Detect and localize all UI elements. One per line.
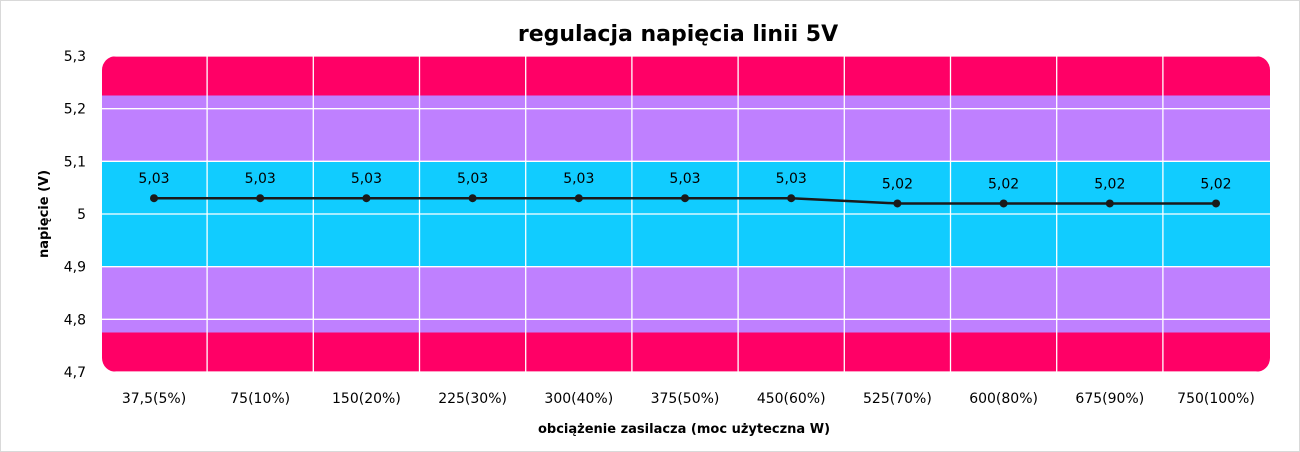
series-group: [150, 194, 1220, 208]
data-label: 5,03: [138, 171, 169, 187]
band-1: [102, 266, 1270, 333]
x-tick-label: 600(80%): [969, 391, 1038, 407]
y-axis-label: napięcie (V): [37, 170, 52, 258]
data-label: 5,02: [988, 176, 1019, 192]
x-axis-label: obciążenie zasilacza (moc użyteczna W): [538, 422, 830, 437]
x-tick-label: 37,5(5%): [122, 391, 186, 407]
y-tick-label: 5: [77, 207, 86, 223]
data-point: [681, 194, 689, 203]
y-tick-label: 4,8: [64, 312, 86, 328]
y-axis: 4,7 4,8 4,9 5 5,1 5,2 5,3: [64, 49, 86, 381]
chart-title: regulacja napięcia linii 5V: [518, 22, 838, 47]
y-tick-label: 5,1: [64, 154, 86, 170]
data-point: [893, 199, 902, 208]
data-label: 5,02: [1094, 176, 1125, 192]
data-point: [150, 194, 158, 203]
data-label: 5,03: [351, 171, 382, 187]
band-3: [102, 95, 1270, 162]
data-point: [468, 194, 477, 203]
data-point: [574, 194, 583, 203]
x-tick-label: 525(70%): [863, 391, 932, 407]
data-point: [1212, 199, 1220, 208]
data-point: [256, 194, 265, 203]
x-tick-label: 675(90%): [1075, 391, 1144, 407]
x-axis: 37,5(5%) 75(10%) 150(20%) 225(30%) 300(40%) 3…: [122, 391, 1255, 407]
plot-area: [102, 56, 1270, 372]
y-tick-label: 4,7: [64, 365, 86, 381]
x-tick-label: 300(40%): [544, 391, 613, 407]
data-label: 5,02: [1200, 176, 1231, 192]
y-tick-label: 5,2: [64, 102, 86, 118]
data-label: 5,03: [563, 171, 594, 187]
x-tick-label: 225(30%): [438, 391, 507, 407]
data-labels: 5,03 5,03 5,03 5,03 5,03 5,03 5,03 5,02 5,02 5,02…: [138, 171, 1231, 192]
gridlines: [102, 56, 1270, 372]
data-label: 5,03: [776, 171, 807, 187]
data-label: 5,03: [245, 171, 276, 187]
data-label: 5,02: [882, 176, 913, 192]
data-point: [787, 194, 796, 203]
data-point: [1105, 199, 1114, 208]
y-tick-label: 5,3: [64, 49, 86, 65]
data-point: [362, 194, 371, 203]
band-4: [102, 56, 1270, 96]
data-label: 5,03: [457, 171, 488, 187]
x-tick-label: 450(60%): [757, 391, 826, 407]
x-tick-label: 75(10%): [230, 391, 290, 407]
x-tick-label: 750(100%): [1177, 391, 1255, 407]
x-tick-label: 375(50%): [651, 391, 720, 407]
data-label: 5,03: [669, 171, 700, 187]
y-tick-label: 4,9: [64, 260, 86, 276]
band-0: [102, 332, 1270, 372]
x-tick-label: 150(20%): [332, 391, 401, 407]
data-point: [999, 199, 1008, 208]
